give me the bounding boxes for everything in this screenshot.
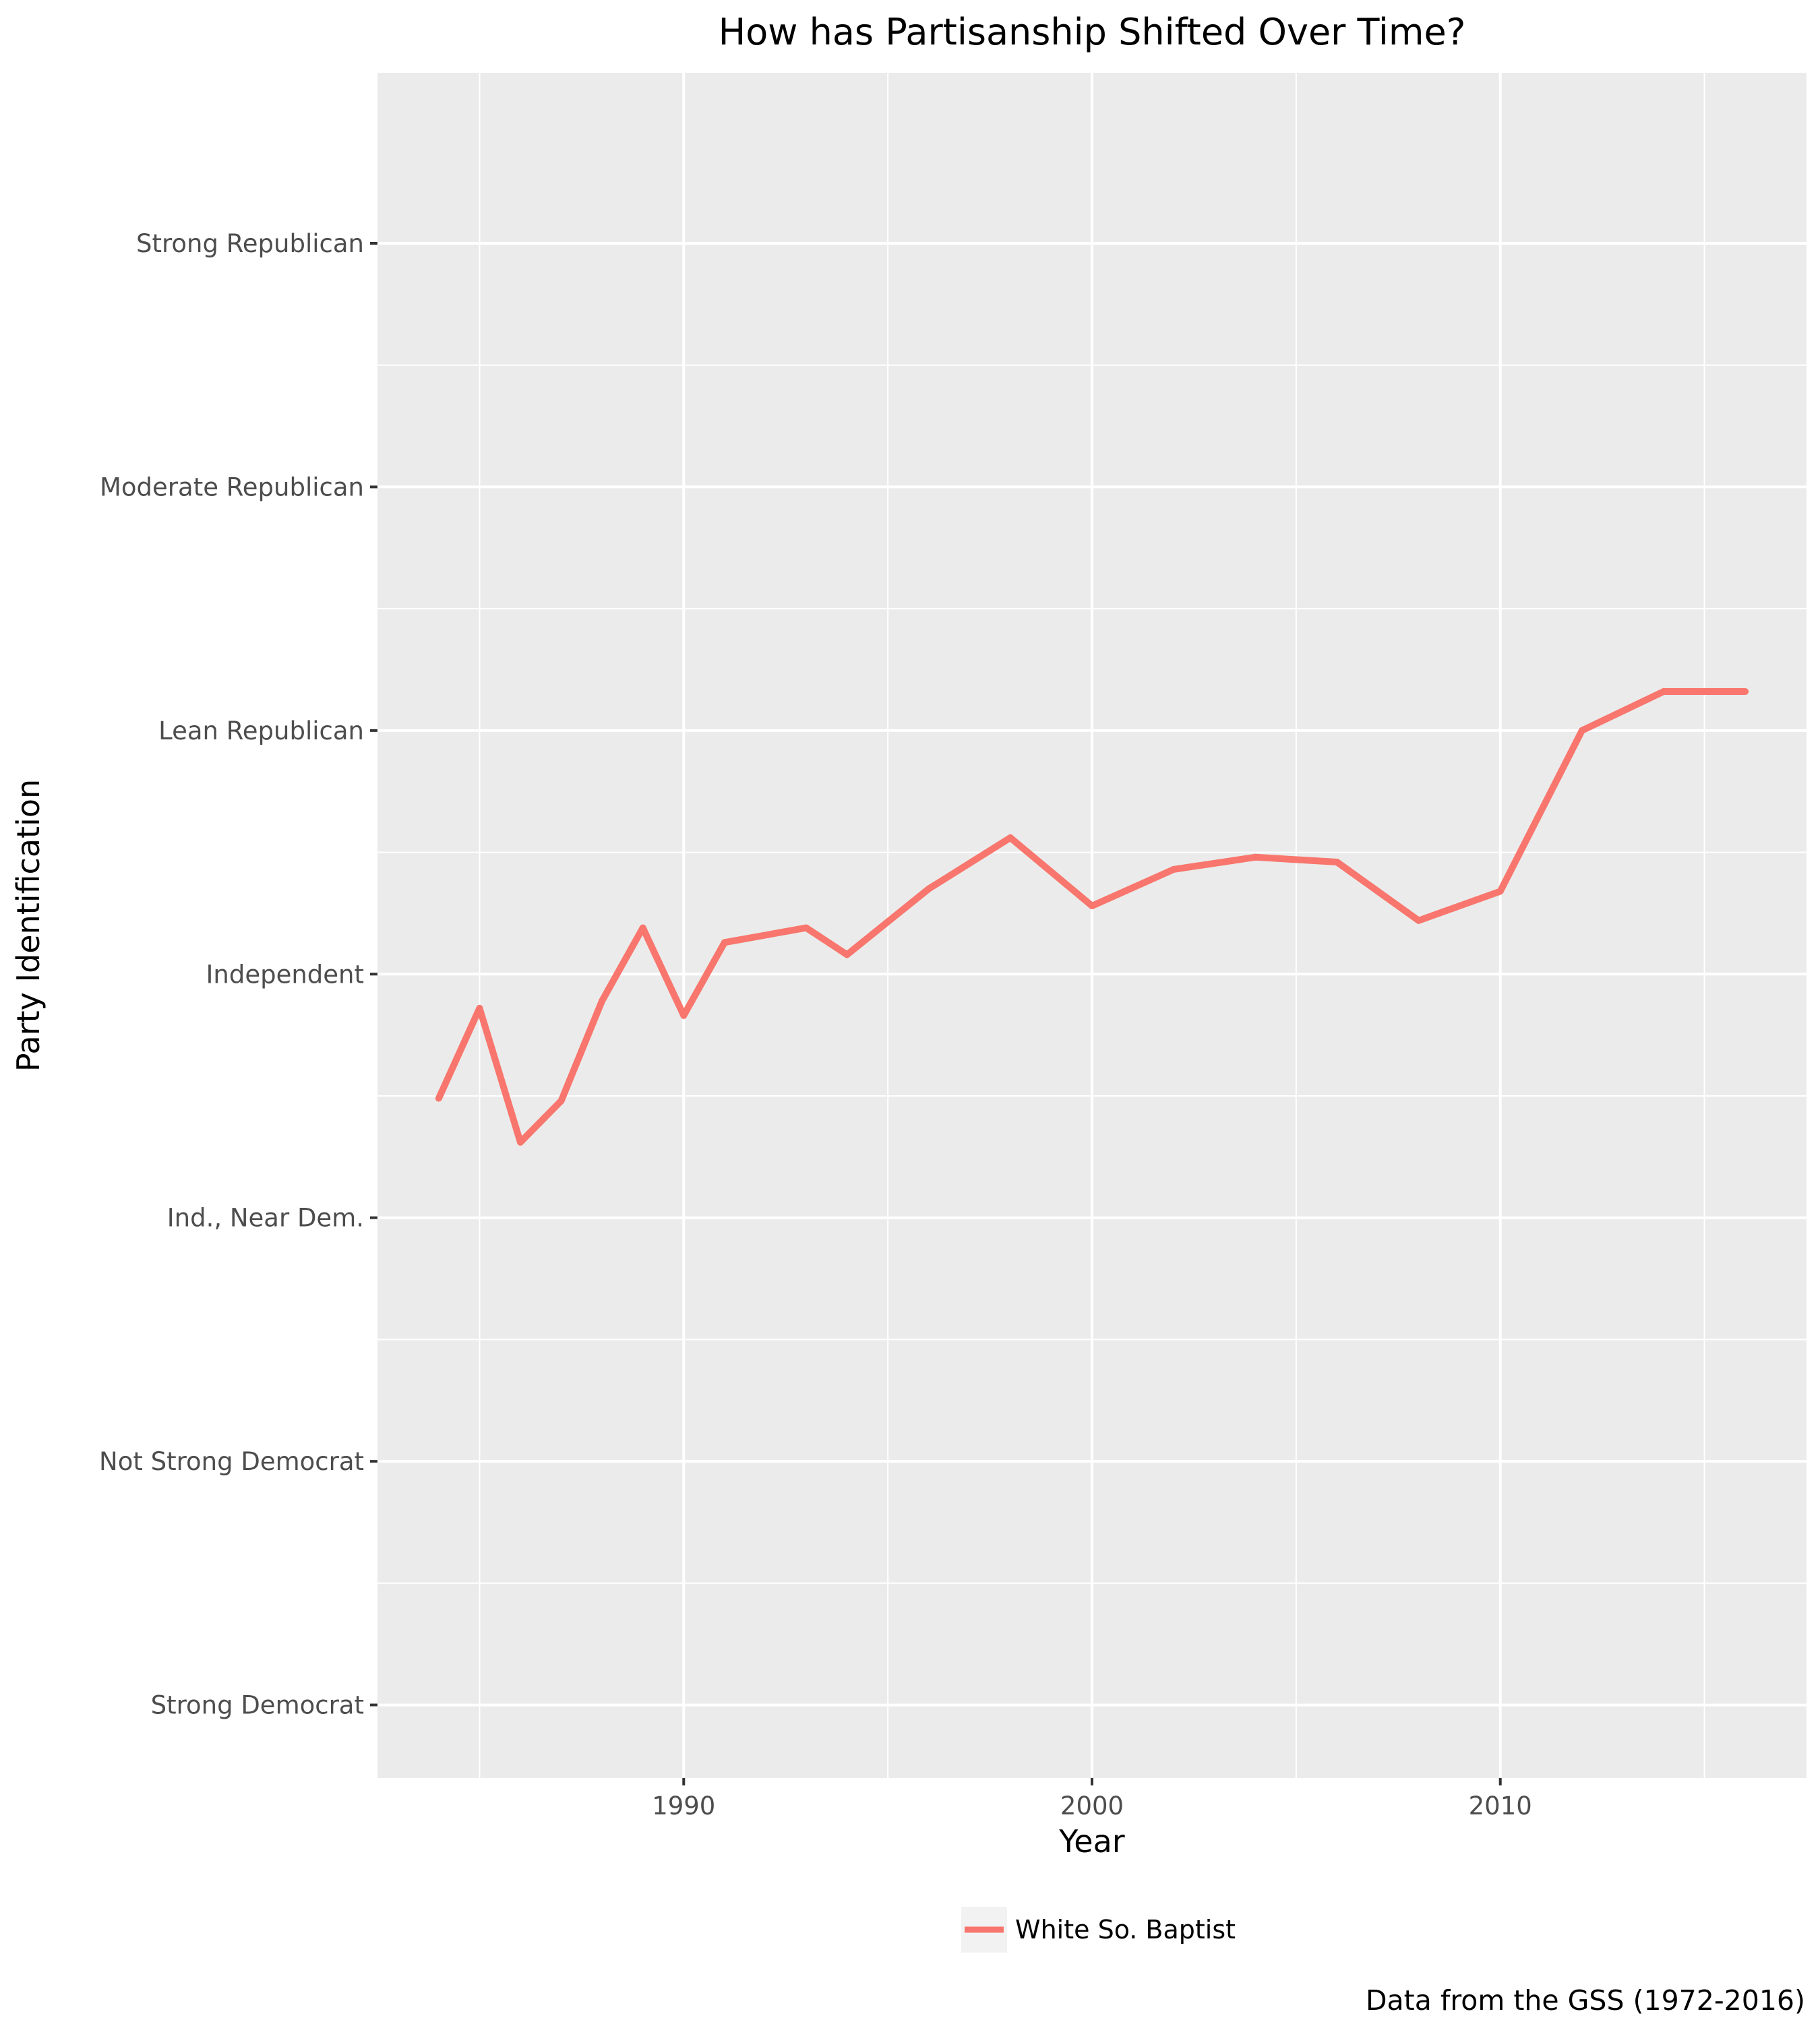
- caption: Data from the GSS (1972-2016): [1366, 1984, 1805, 2017]
- data-point: [1415, 917, 1422, 924]
- y-tick-label: Not Strong Democrat: [99, 1447, 364, 1476]
- data-point: [599, 998, 606, 1005]
- chart-title: How has Partisanship Shifted Over Time?: [719, 11, 1466, 53]
- x-tick-label: 2000: [1060, 1791, 1124, 1820]
- y-tick-label: Strong Democrat: [151, 1691, 364, 1720]
- data-point: [1006, 834, 1014, 841]
- legend: White So. Baptist: [961, 1907, 1236, 1953]
- data-point: [721, 939, 728, 946]
- data-point: [843, 951, 851, 958]
- y-tick-label: Ind., Near Dem.: [167, 1204, 364, 1233]
- data-point: [476, 1004, 483, 1012]
- data-point: [680, 1012, 688, 1019]
- data-point: [639, 924, 646, 931]
- data-point: [925, 885, 932, 892]
- data-point: [1496, 888, 1504, 895]
- x-tick-label: 2010: [1469, 1791, 1532, 1820]
- data-point: [1660, 688, 1667, 696]
- data-point: [1578, 727, 1585, 734]
- data-point: [803, 924, 810, 931]
- data-point: [517, 1138, 524, 1146]
- data-point: [557, 1097, 565, 1105]
- y-axis-title: Party Identification: [10, 779, 47, 1072]
- data-point: [1252, 853, 1259, 861]
- x-axis: 1990 2000 2010: [652, 1778, 1532, 1820]
- data-point: [435, 1095, 442, 1102]
- data-point: [1742, 688, 1749, 696]
- series-lines: [435, 688, 1749, 1146]
- data-point: [1333, 859, 1341, 866]
- y-tick-label: Strong Republican: [136, 229, 364, 258]
- data-point: [1089, 902, 1095, 910]
- y-tick-label: Moderate Republican: [100, 472, 364, 501]
- major-gridlines: [377, 73, 1807, 1778]
- x-axis-title: Year: [1058, 1823, 1124, 1860]
- x-tick-label: 1990: [652, 1791, 715, 1820]
- data-point: [1170, 865, 1178, 873]
- y-axis: Strong Democrat Not Strong Democrat Ind., …: [99, 229, 377, 1720]
- y-tick-label: Independent: [206, 960, 364, 989]
- y-tick-label: Lean Republican: [158, 716, 364, 745]
- legend-label: White So. Baptist: [1015, 1915, 1236, 1944]
